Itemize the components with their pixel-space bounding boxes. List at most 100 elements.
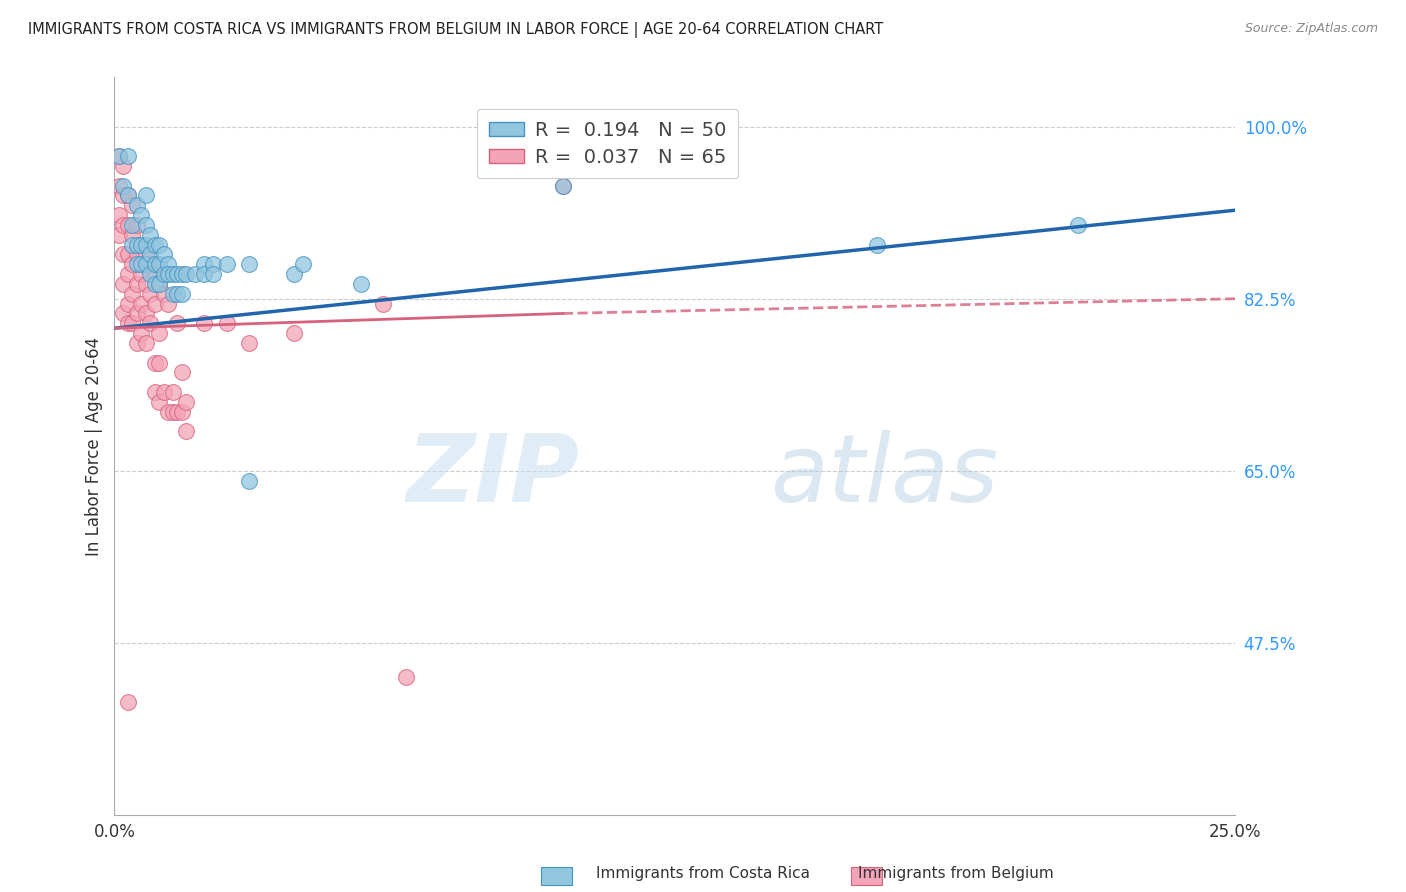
- Point: [108, 149, 131, 163]
- Point: [131, 208, 153, 222]
- Point: [135, 257, 157, 271]
- Point: [215, 257, 238, 271]
- Point: [135, 306, 157, 320]
- Point: [148, 326, 170, 340]
- Point: [117, 267, 139, 281]
- Point: [166, 267, 188, 281]
- Point: [135, 188, 157, 202]
- Point: [108, 149, 131, 163]
- Point: [148, 237, 170, 252]
- Point: [162, 405, 184, 419]
- Point: [121, 227, 143, 242]
- Point: [152, 267, 174, 281]
- Point: [139, 247, 162, 261]
- Point: [283, 326, 305, 340]
- Point: [143, 385, 166, 400]
- Point: [117, 149, 139, 163]
- Point: [108, 178, 131, 193]
- Point: [131, 267, 153, 281]
- Point: [139, 267, 162, 281]
- Point: [125, 257, 148, 271]
- Point: [108, 208, 131, 222]
- Point: [117, 296, 139, 310]
- Point: [143, 277, 166, 291]
- Point: [238, 257, 260, 271]
- Point: [152, 286, 174, 301]
- Point: [157, 405, 180, 419]
- Point: [373, 296, 395, 310]
- Point: [112, 277, 135, 291]
- Point: [143, 296, 166, 310]
- Point: [121, 198, 143, 212]
- Point: [112, 159, 135, 173]
- Point: [143, 267, 166, 281]
- Point: [125, 306, 148, 320]
- Point: [117, 316, 139, 330]
- Point: [148, 277, 170, 291]
- Point: [162, 385, 184, 400]
- Point: [174, 395, 197, 409]
- Point: [1067, 218, 1090, 232]
- Text: ZIP: ZIP: [406, 430, 579, 522]
- Point: [238, 474, 260, 488]
- Point: [135, 277, 157, 291]
- Point: [112, 178, 135, 193]
- Point: [143, 237, 166, 252]
- Legend: R =  0.194   N = 50, R =  0.037   N = 65: R = 0.194 N = 50, R = 0.037 N = 65: [477, 110, 738, 178]
- Point: [117, 188, 139, 202]
- Point: [121, 237, 143, 252]
- Point: [131, 237, 153, 252]
- Point: [184, 267, 207, 281]
- Point: [117, 695, 139, 709]
- Text: atlas: atlas: [770, 430, 998, 521]
- Point: [131, 257, 153, 271]
- Point: [551, 178, 574, 193]
- Point: [139, 227, 162, 242]
- Point: [152, 385, 174, 400]
- Point: [135, 218, 157, 232]
- Point: [139, 257, 162, 271]
- Point: [215, 316, 238, 330]
- Point: [162, 286, 184, 301]
- Point: [139, 316, 162, 330]
- Point: [135, 237, 157, 252]
- Point: [170, 267, 193, 281]
- Point: [121, 286, 143, 301]
- Point: [283, 267, 305, 281]
- Point: [174, 267, 197, 281]
- Point: [112, 247, 135, 261]
- Point: [143, 257, 166, 271]
- Point: [170, 405, 193, 419]
- Point: [193, 267, 215, 281]
- Point: [202, 267, 225, 281]
- Text: Source: ZipAtlas.com: Source: ZipAtlas.com: [1244, 22, 1378, 36]
- Point: [148, 257, 170, 271]
- Point: [125, 277, 148, 291]
- Point: [291, 257, 314, 271]
- Point: [117, 247, 139, 261]
- Point: [157, 296, 180, 310]
- Point: [551, 178, 574, 193]
- Point: [170, 286, 193, 301]
- Point: [202, 257, 225, 271]
- Point: [125, 218, 148, 232]
- Point: [193, 257, 215, 271]
- Point: [395, 670, 418, 684]
- Point: [121, 316, 143, 330]
- Point: [148, 395, 170, 409]
- Point: [238, 335, 260, 350]
- Text: IMMIGRANTS FROM COSTA RICA VS IMMIGRANTS FROM BELGIUM IN LABOR FORCE | AGE 20-64: IMMIGRANTS FROM COSTA RICA VS IMMIGRANTS…: [28, 22, 883, 38]
- Point: [166, 316, 188, 330]
- Point: [157, 267, 180, 281]
- Point: [131, 296, 153, 310]
- Point: [350, 277, 373, 291]
- Point: [174, 425, 197, 439]
- Text: Immigrants from Belgium: Immigrants from Belgium: [858, 866, 1054, 881]
- Point: [170, 366, 193, 380]
- Point: [112, 306, 135, 320]
- Y-axis label: In Labor Force | Age 20-64: In Labor Force | Age 20-64: [86, 336, 103, 556]
- Point: [125, 198, 148, 212]
- Point: [166, 286, 188, 301]
- Point: [148, 277, 170, 291]
- Point: [121, 257, 143, 271]
